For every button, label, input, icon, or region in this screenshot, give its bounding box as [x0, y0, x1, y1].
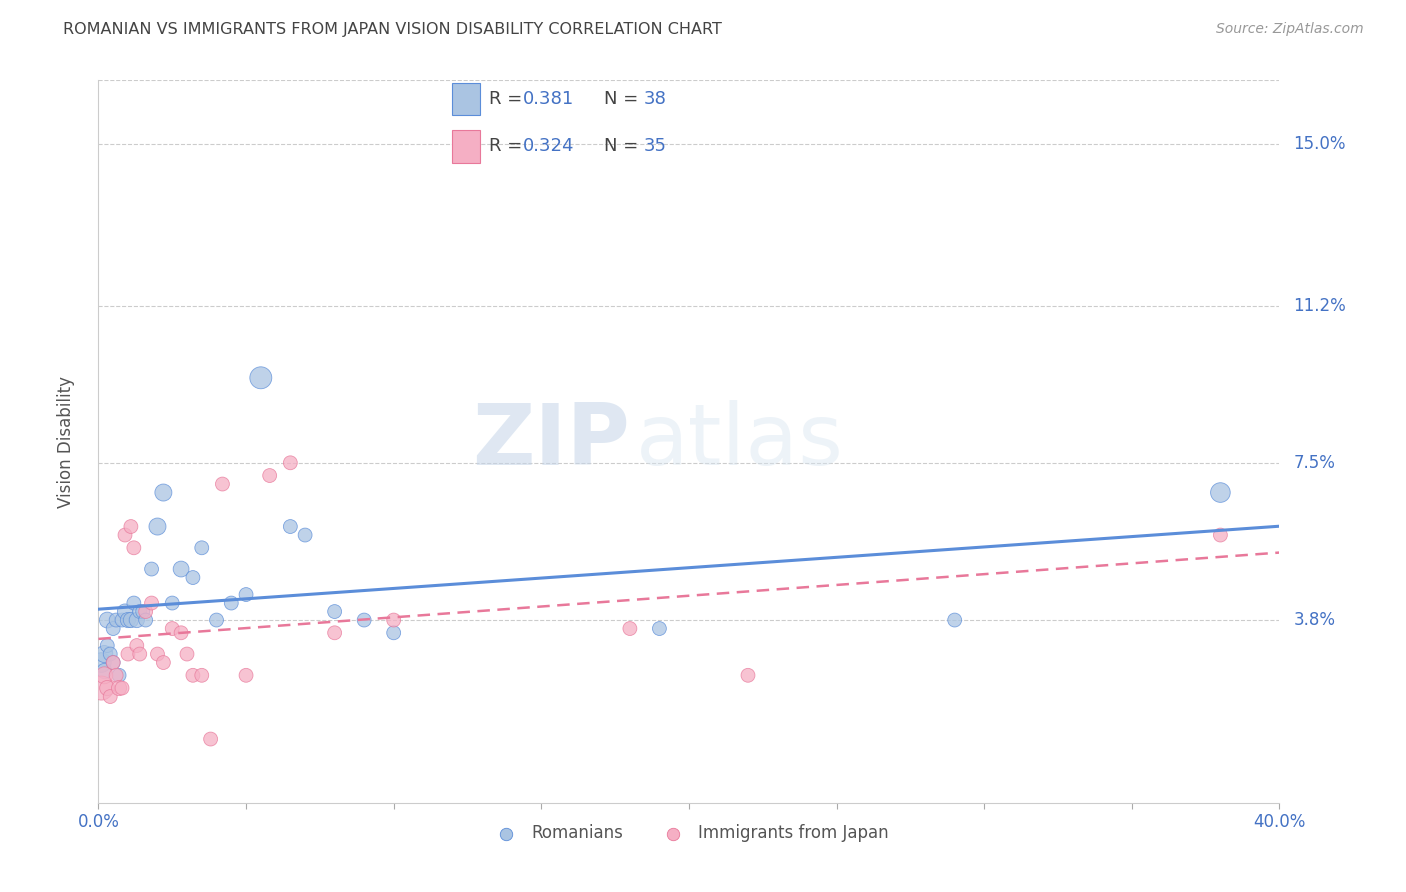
Text: ROMANIAN VS IMMIGRANTS FROM JAPAN VISION DISABILITY CORRELATION CHART: ROMANIAN VS IMMIGRANTS FROM JAPAN VISION… [63, 22, 723, 37]
Point [1209, 485, 1232, 500]
Point [170, 562, 193, 576]
Point [108, 681, 131, 695]
Point [280, 519, 302, 533]
Text: 35: 35 [644, 137, 666, 155]
Text: R =: R = [489, 90, 529, 108]
Point [90, 656, 112, 670]
Point [294, 528, 316, 542]
Text: ZIP: ZIP [472, 400, 630, 483]
Point [162, 622, 183, 636]
Point [135, 605, 157, 619]
Bar [453, 130, 479, 162]
Point [181, 570, 204, 584]
Point [737, 668, 759, 682]
Point [128, 647, 150, 661]
Text: 0.381: 0.381 [523, 90, 575, 108]
Point [105, 668, 128, 682]
Point [103, 656, 125, 670]
Point [162, 596, 183, 610]
Text: N =: N = [603, 90, 644, 108]
Point [181, 668, 204, 682]
Point [250, 371, 273, 385]
Point [103, 656, 125, 670]
Point [141, 596, 163, 610]
Point [323, 605, 346, 619]
Point [648, 622, 671, 636]
Point [353, 613, 375, 627]
Text: Source: ZipAtlas.com: Source: ZipAtlas.com [1216, 22, 1364, 37]
Point [141, 562, 163, 576]
Point [211, 477, 233, 491]
Point [122, 541, 145, 555]
Point [152, 485, 174, 500]
Point [619, 622, 641, 636]
Point [146, 647, 169, 661]
Point [323, 625, 346, 640]
Point [200, 732, 222, 747]
Point [135, 613, 157, 627]
Point [114, 528, 136, 542]
Point [105, 613, 128, 627]
Point [152, 656, 174, 670]
Text: 11.2%: 11.2% [1294, 296, 1346, 315]
Y-axis label: Vision Disability: Vision Disability [56, 376, 75, 508]
Point [280, 456, 302, 470]
Point [120, 519, 142, 533]
Text: 38: 38 [644, 90, 666, 108]
Point [1209, 528, 1232, 542]
Point [125, 639, 148, 653]
Point [96, 681, 118, 695]
Point [120, 613, 142, 627]
Point [103, 622, 125, 636]
Point [90, 681, 112, 695]
Point [235, 668, 257, 682]
Point [132, 605, 155, 619]
Text: N =: N = [603, 137, 644, 155]
Text: 3.8%: 3.8% [1294, 611, 1336, 629]
Point [221, 596, 243, 610]
Point [98, 690, 121, 704]
Point [93, 647, 115, 661]
Point [93, 664, 115, 678]
Point [111, 681, 134, 695]
Point [382, 625, 405, 640]
Point [191, 668, 214, 682]
Point [170, 625, 193, 640]
Text: 0.324: 0.324 [523, 137, 575, 155]
Bar [453, 83, 479, 115]
Point [111, 613, 134, 627]
Point [125, 613, 148, 627]
Legend: Romanians, Immigrants from Japan: Romanians, Immigrants from Japan [482, 817, 896, 848]
Text: atlas: atlas [636, 400, 844, 483]
Point [108, 668, 131, 682]
Point [117, 613, 139, 627]
Point [114, 605, 136, 619]
Point [122, 596, 145, 610]
Point [98, 647, 121, 661]
Text: 7.5%: 7.5% [1294, 454, 1336, 472]
Point [93, 668, 115, 682]
Point [96, 613, 118, 627]
Text: R =: R = [489, 137, 529, 155]
Point [191, 541, 214, 555]
Point [205, 613, 228, 627]
Point [146, 519, 169, 533]
Point [943, 613, 966, 627]
Point [235, 588, 257, 602]
Point [259, 468, 281, 483]
Point [382, 613, 405, 627]
Point [128, 605, 150, 619]
Point [96, 639, 118, 653]
Point [117, 647, 139, 661]
Text: 15.0%: 15.0% [1294, 135, 1346, 153]
Point [176, 647, 198, 661]
